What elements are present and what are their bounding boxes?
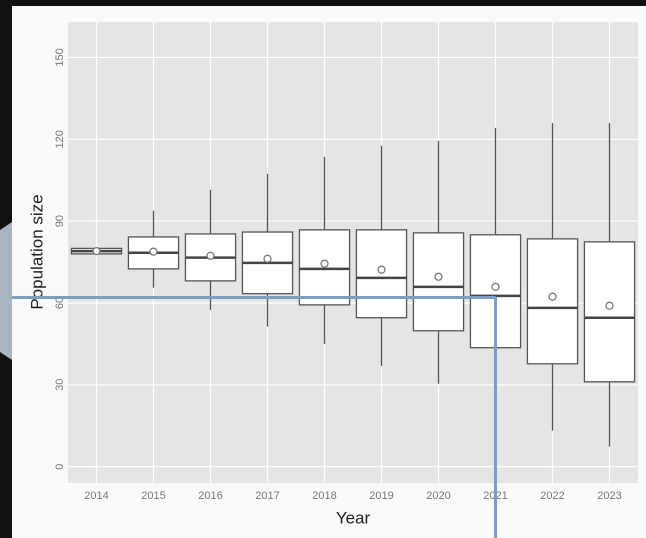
x-tick-label: 2016 bbox=[198, 490, 222, 502]
mean-point bbox=[548, 292, 557, 301]
mean-point bbox=[491, 282, 500, 292]
x-tick-label: 2017 bbox=[255, 490, 279, 502]
mean-point bbox=[320, 259, 329, 268]
mean-point bbox=[206, 251, 215, 260]
mean-point bbox=[92, 246, 101, 256]
box bbox=[526, 238, 579, 365]
box bbox=[412, 232, 465, 332]
x-tick-label: 2023 bbox=[597, 490, 621, 502]
y-tick-label: 60 bbox=[54, 297, 66, 309]
photo-fragment bbox=[0, 222, 12, 360]
y-tick-label: 0 bbox=[54, 464, 66, 470]
mean-point bbox=[149, 247, 158, 256]
y-tick-label: 120 bbox=[54, 130, 66, 148]
x-tick-label: 2020 bbox=[426, 490, 450, 502]
x-tick-label: 2018 bbox=[312, 490, 336, 502]
box bbox=[583, 241, 636, 383]
y-tick-label: 30 bbox=[54, 379, 66, 391]
mean-point bbox=[434, 272, 443, 281]
mean-point bbox=[605, 301, 614, 310]
y-tick-label: 90 bbox=[54, 215, 66, 227]
y-axis-title: Population size bbox=[27, 194, 46, 309]
x-tick-label: 2019 bbox=[369, 490, 393, 502]
box bbox=[355, 229, 408, 319]
x-axis-title: Year bbox=[336, 508, 371, 527]
mean-point bbox=[263, 254, 272, 263]
y-tick-label: 150 bbox=[54, 48, 66, 66]
x-tick-label: 2014 bbox=[84, 490, 108, 502]
mean-point bbox=[377, 265, 386, 274]
x-tick-label: 2022 bbox=[540, 490, 564, 502]
x-tick-label: 2015 bbox=[141, 490, 165, 502]
